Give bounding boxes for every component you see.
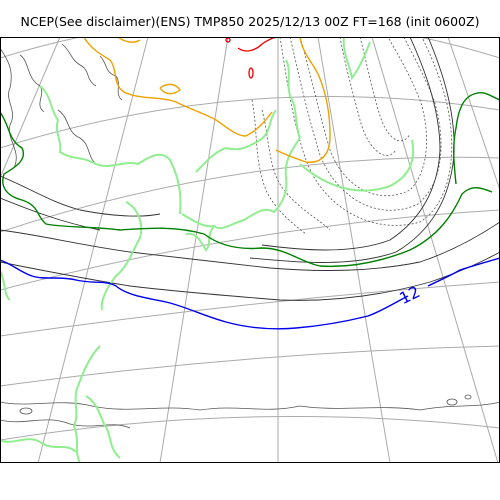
isotherm-red — [225, 37, 277, 79]
orange-contour — [117, 37, 141, 43]
dark-green-contour — [453, 91, 500, 185]
latitude-line — [0, 209, 500, 291]
green-contour — [0, 269, 11, 301]
red-contour-cell — [248, 67, 254, 79]
isotherm-orange — [83, 37, 331, 163]
coastline — [0, 401, 500, 411]
green-contour — [342, 37, 371, 81]
green-contour — [72, 345, 101, 463]
coastline-island — [464, 394, 472, 400]
orange-contour — [83, 37, 273, 137]
isotherm-dashed — [251, 99, 307, 235]
latitude-line — [0, 281, 500, 337]
green-contour — [285, 59, 301, 139]
coastline-island — [19, 407, 33, 415]
green-contour — [185, 225, 215, 252]
coastline — [0, 47, 17, 169]
isotherm-solid — [0, 251, 500, 301]
meridian-line — [159, 37, 229, 463]
graticule-latitudes — [0, 37, 500, 441]
coastline-fine — [0, 43, 500, 429]
meridian-line — [447, 37, 500, 191]
latitude-line — [0, 156, 500, 233]
meridian-line — [317, 37, 391, 463]
latitude-line — [0, 415, 500, 441]
isotherm-dashed — [289, 37, 442, 211]
isotherm-dashed — [359, 37, 411, 142]
latitude-line — [0, 37, 500, 59]
green-contour — [100, 201, 143, 311]
coastline — [0, 419, 131, 429]
isotherm-solid — [249, 37, 455, 263]
contour-label-12: 12 — [396, 282, 423, 308]
blue-contour — [427, 257, 500, 287]
orange-contour — [275, 37, 331, 163]
green-contour — [39, 85, 182, 215]
red-contour — [237, 37, 277, 52]
map-panel: 12 — [0, 37, 500, 463]
isotherm-blue — [0, 257, 500, 330]
chart-title: NCEP(See disclaimer)(ENS) TMP850 2025/12… — [20, 14, 480, 29]
coastline — [57, 109, 101, 167]
green-contour — [0, 438, 77, 453]
meridian-line — [37, 37, 149, 463]
coastline-island — [446, 398, 458, 406]
meridian-line — [371, 37, 499, 463]
green-contour — [85, 395, 121, 459]
green-contour — [181, 137, 301, 230]
blue-contour — [0, 259, 409, 330]
latitude-line — [0, 345, 500, 387]
green-contour — [299, 139, 415, 192]
land-contours-green — [0, 37, 415, 463]
map-svg: 12 — [0, 37, 500, 463]
meridian-line — [0, 37, 61, 179]
dark-green-contour — [0, 111, 493, 268]
orange-contour — [159, 83, 181, 95]
isotherm-dark-green — [0, 91, 500, 268]
green-contour — [195, 109, 277, 173]
coastline — [61, 43, 97, 87]
isotherm-dashed — [339, 37, 397, 156]
latitude-line — [0, 95, 500, 149]
isotherm-solid — [0, 221, 500, 271]
isotherm-solid — [261, 37, 441, 251]
